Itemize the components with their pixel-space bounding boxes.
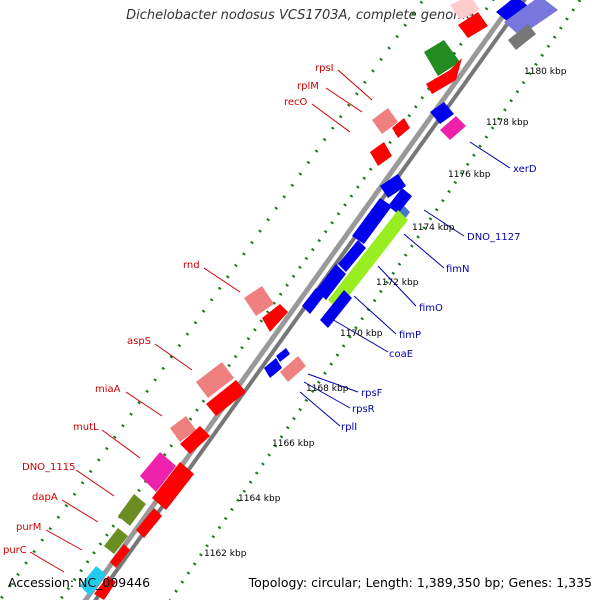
cds-feature	[80, 566, 106, 596]
gene-label-DNO_1127: DNO_1127	[467, 232, 521, 243]
gene-label-coaE: coaE	[389, 349, 413, 360]
gene-label-recO: recO	[284, 97, 308, 108]
cds-feature	[94, 576, 116, 600]
gene-label-rpsR: rpsR	[352, 404, 375, 415]
outer-tick-row	[168, 0, 582, 600]
forward-label-lines	[29, 69, 373, 573]
kbp-label: 1162 kbp	[204, 549, 247, 559]
cds-feature	[328, 210, 408, 310]
gene-label-fimO: fimO	[419, 303, 443, 314]
kbp-label: 1170 kbp	[340, 329, 383, 339]
gene-label-rpsI: rpsI	[315, 63, 334, 74]
gene-label-rplM: rplM	[297, 81, 319, 92]
cds-feature	[450, 0, 480, 20]
cds-feature	[170, 416, 196, 442]
gene-label-aspS: aspS	[127, 336, 151, 347]
cds-feature	[302, 288, 324, 314]
cds-feature	[388, 188, 412, 214]
gene-label-dapA: dapA	[32, 492, 58, 503]
gene-label-purC: purC	[3, 545, 27, 556]
cds-feature	[508, 24, 536, 50]
cds-feature	[196, 362, 234, 398]
cds-feature	[380, 174, 406, 198]
cds-feature	[140, 452, 176, 492]
genome-summary: Topology: circular; Length: 1,389,350 bp…	[248, 575, 592, 590]
gene-label-rpsF: rpsF	[361, 388, 383, 399]
kbp-labels: 1162 kbp 1164 kbp 1166 kbp 1168 kbp 1170…	[204, 67, 567, 559]
reverse-label-lines	[299, 141, 511, 427]
cds-feature	[440, 116, 466, 140]
cds-feature	[262, 304, 288, 332]
kbp-label: 1174 kbp	[412, 223, 455, 233]
left-tick-row	[0, 0, 425, 600]
cds-feature	[118, 494, 146, 526]
cds-feature	[392, 118, 410, 138]
cds-feature	[280, 356, 306, 382]
cds-feature	[372, 108, 398, 134]
kbp-label: 1176 kbp	[448, 170, 491, 180]
cds-feature	[180, 426, 210, 454]
cds-feature	[110, 544, 130, 568]
cds-feature	[352, 198, 392, 244]
gene-label-xerD: xerD	[513, 164, 537, 175]
gene-label-fimP: fimP	[399, 330, 421, 341]
cds-feature	[338, 240, 366, 272]
cds-feature	[136, 508, 162, 538]
cds-feature	[504, 0, 558, 36]
gene-label-miaA: miaA	[95, 384, 121, 395]
cds-feature	[244, 286, 274, 316]
cds-feature	[458, 12, 488, 38]
cds-feature	[426, 58, 462, 94]
reverse-gene-labels: xerD DNO_1127 fimN fimO fimP coaE rpsF r…	[341, 164, 537, 433]
forward-gene-labels: rpsI rplM recO rnd aspS miaA mutL DNO_11…	[3, 63, 334, 556]
cds-feature	[316, 264, 346, 300]
kbp-label: 1180 kbp	[524, 67, 567, 77]
gene-label-rnd: rnd	[183, 260, 200, 271]
gene-label-rplI: rplI	[341, 422, 357, 433]
forward-strand-features	[80, 0, 488, 600]
accession-text: Accession: NC_009446	[8, 575, 151, 590]
gene-label-fimN: fimN	[446, 264, 470, 275]
cds-feature	[104, 528, 128, 554]
map-title: Dichelobacter nodosus VCS1703A, complete…	[126, 8, 474, 23]
kbp-label: 1172 kbp	[376, 278, 419, 288]
cds-feature	[206, 380, 246, 416]
cds-feature	[370, 142, 392, 166]
gene-label-purM: purM	[16, 522, 41, 533]
cds-feature	[430, 102, 454, 124]
cds-feature	[276, 348, 290, 362]
gene-label-DNO_1115: DNO_1115	[22, 462, 76, 473]
gene-label-mutL: mutL	[73, 422, 99, 433]
reverse-strand-features	[264, 0, 558, 382]
cds-feature	[424, 40, 460, 76]
cds-feature	[152, 462, 194, 510]
kbp-label: 1164 kbp	[238, 494, 281, 504]
cds-feature	[496, 0, 528, 22]
cds-feature	[264, 358, 282, 378]
kbp-label: 1166 kbp	[272, 439, 315, 449]
kbp-label: 1168 kbp	[306, 384, 349, 394]
kbp-label: 1178 kbp	[486, 118, 529, 128]
cds-feature	[320, 290, 352, 328]
